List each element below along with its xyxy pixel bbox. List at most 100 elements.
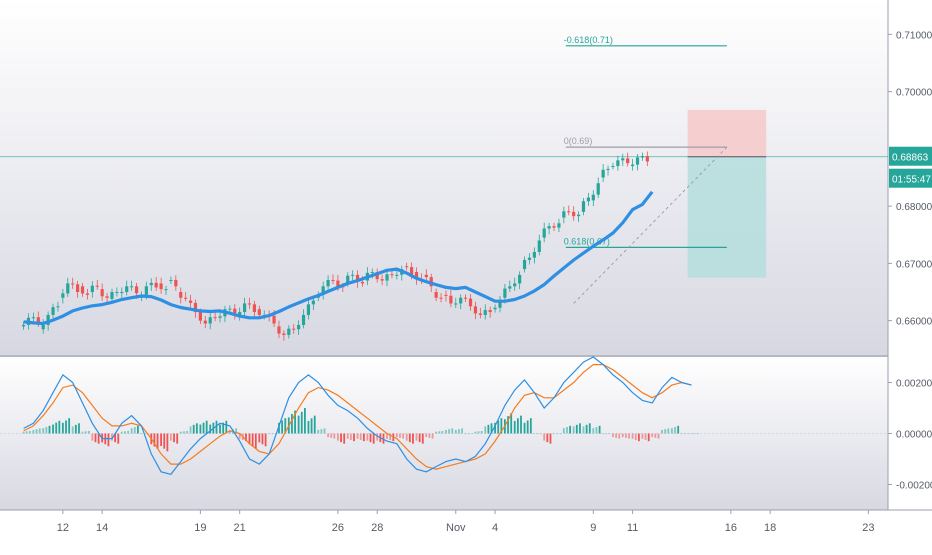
candle[interactable] xyxy=(301,314,306,325)
candle[interactable] xyxy=(616,160,620,167)
candle[interactable] xyxy=(572,211,576,217)
candle[interactable] xyxy=(306,304,311,315)
candle[interactable] xyxy=(503,288,507,298)
price-layer[interactable]: -0.618(0.71) 0(0.69) 0.618(0.67) xyxy=(0,35,888,341)
candle[interactable] xyxy=(424,274,428,278)
candle[interactable] xyxy=(188,300,193,303)
candle[interactable] xyxy=(105,296,109,298)
candle[interactable] xyxy=(336,280,340,287)
candle[interactable] xyxy=(508,286,512,289)
candle[interactable] xyxy=(606,168,610,170)
candle[interactable] xyxy=(184,297,188,299)
candle[interactable] xyxy=(149,282,153,286)
candle[interactable] xyxy=(488,310,492,313)
candle[interactable] xyxy=(125,286,129,293)
candle[interactable] xyxy=(247,303,252,305)
candle[interactable] xyxy=(228,308,232,310)
candle[interactable] xyxy=(473,306,478,314)
candle[interactable] xyxy=(459,297,463,304)
candle[interactable] xyxy=(522,259,527,270)
candle[interactable] xyxy=(277,326,281,334)
signal-line[interactable] xyxy=(23,364,692,470)
candle[interactable] xyxy=(601,169,605,178)
oscillator-layer[interactable] xyxy=(0,356,888,475)
candle[interactable] xyxy=(527,257,532,260)
candle[interactable] xyxy=(208,317,212,324)
stop-loss-zone[interactable] xyxy=(687,109,767,157)
candle[interactable] xyxy=(331,279,335,281)
candle[interactable] xyxy=(547,226,551,229)
candle[interactable] xyxy=(169,279,173,281)
candle[interactable] xyxy=(355,274,360,282)
candle[interactable] xyxy=(36,317,40,324)
candle[interactable] xyxy=(21,324,26,327)
candle[interactable] xyxy=(257,309,261,315)
candle[interactable] xyxy=(635,157,640,165)
candle[interactable] xyxy=(581,201,586,212)
candle[interactable] xyxy=(464,297,468,299)
candle[interactable] xyxy=(287,328,291,335)
candle[interactable] xyxy=(164,289,168,291)
candle[interactable] xyxy=(409,267,414,275)
candle[interactable] xyxy=(297,324,301,330)
candle[interactable] xyxy=(385,274,389,281)
candle[interactable] xyxy=(434,292,438,298)
candle[interactable] xyxy=(130,286,134,288)
candle[interactable] xyxy=(56,306,60,308)
candle[interactable] xyxy=(66,283,70,294)
moving-average-line[interactable] xyxy=(23,190,654,326)
take-profit-zone[interactable] xyxy=(687,156,767,278)
candle[interactable] xyxy=(596,183,600,195)
candle[interactable] xyxy=(567,211,571,213)
candle[interactable] xyxy=(380,279,384,281)
macd-line[interactable] xyxy=(23,356,692,475)
candle[interactable] xyxy=(326,279,330,287)
candle[interactable] xyxy=(390,274,394,276)
candle[interactable] xyxy=(439,297,443,299)
candle[interactable] xyxy=(321,286,325,295)
candle[interactable] xyxy=(218,316,222,318)
candle[interactable] xyxy=(360,281,365,284)
candle[interactable] xyxy=(41,324,45,330)
candle[interactable] xyxy=(557,223,561,228)
candle[interactable] xyxy=(159,283,163,290)
candle[interactable] xyxy=(640,156,645,158)
candle[interactable] xyxy=(483,310,487,315)
candle[interactable] xyxy=(478,313,482,315)
candle[interactable] xyxy=(405,266,409,268)
candle[interactable] xyxy=(518,274,522,284)
candle[interactable] xyxy=(31,317,35,319)
candle[interactable] xyxy=(513,283,517,287)
candle[interactable] xyxy=(95,285,99,287)
candle[interactable] xyxy=(272,315,276,324)
candle[interactable] xyxy=(621,158,625,161)
candle[interactable] xyxy=(282,333,286,335)
candle[interactable] xyxy=(71,283,75,285)
candle[interactable] xyxy=(626,158,630,164)
candle[interactable] xyxy=(591,194,595,201)
candle[interactable] xyxy=(631,164,635,167)
candle[interactable] xyxy=(110,292,114,299)
candle[interactable] xyxy=(90,285,94,293)
candle[interactable] xyxy=(370,271,374,273)
candle[interactable] xyxy=(562,211,566,218)
candle[interactable] xyxy=(144,286,148,295)
candle[interactable] xyxy=(174,279,178,287)
candle[interactable] xyxy=(76,284,80,293)
candle[interactable] xyxy=(252,304,257,313)
candle[interactable] xyxy=(552,226,556,228)
candle[interactable] xyxy=(537,240,541,252)
candle[interactable] xyxy=(179,292,183,298)
candle[interactable] xyxy=(414,271,419,280)
candle[interactable] xyxy=(395,274,399,276)
candle[interactable] xyxy=(134,286,139,294)
candle[interactable] xyxy=(61,293,65,298)
candle[interactable] xyxy=(213,317,217,319)
candle[interactable] xyxy=(542,228,546,238)
candle[interactable] xyxy=(80,286,85,294)
candle[interactable] xyxy=(468,298,473,307)
candle[interactable] xyxy=(198,312,202,321)
candle[interactable] xyxy=(100,289,104,297)
